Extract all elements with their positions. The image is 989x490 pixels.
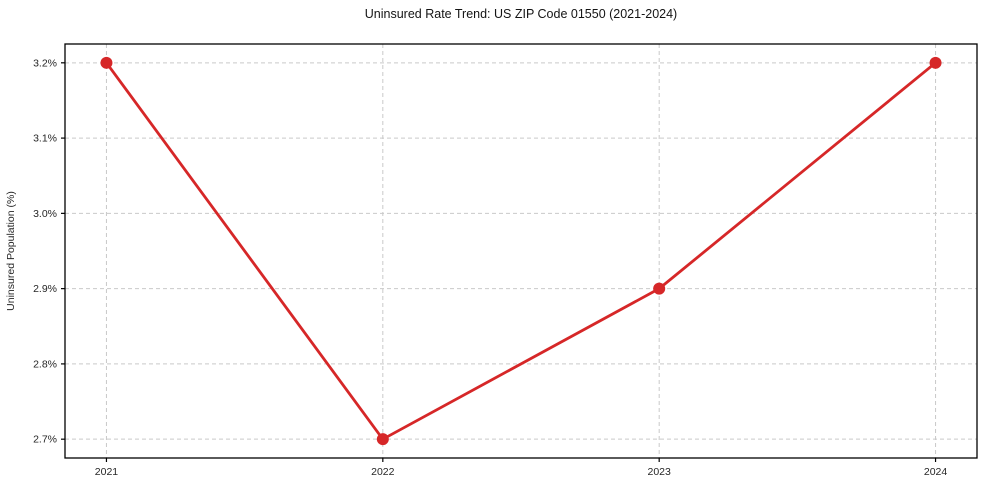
x-tick-label: 2022	[371, 466, 395, 478]
data-point-marker	[929, 56, 942, 69]
y-tick-label: 3.0%	[33, 208, 57, 220]
y-tick-label: 2.9%	[33, 283, 57, 295]
y-tick-label: 3.2%	[33, 57, 57, 69]
x-tick-label: 2023	[648, 466, 672, 478]
data-point-marker	[100, 56, 113, 69]
axes-frame	[64, 43, 978, 459]
trend-line	[105, 61, 937, 441]
x-tick-label: 2024	[924, 466, 948, 478]
y-tick-label: 2.7%	[33, 434, 57, 446]
y-tick-label: 3.1%	[33, 133, 57, 145]
y-tick-label: 2.8%	[33, 358, 57, 370]
data-point-marker	[653, 282, 666, 295]
y-axis-label: Uninsured Population (%)	[5, 191, 17, 311]
x-tick-label: 2021	[95, 466, 119, 478]
chart-title: Uninsured Rate Trend: US ZIP Code 01550 …	[364, 7, 678, 21]
data-point-marker	[376, 433, 389, 446]
